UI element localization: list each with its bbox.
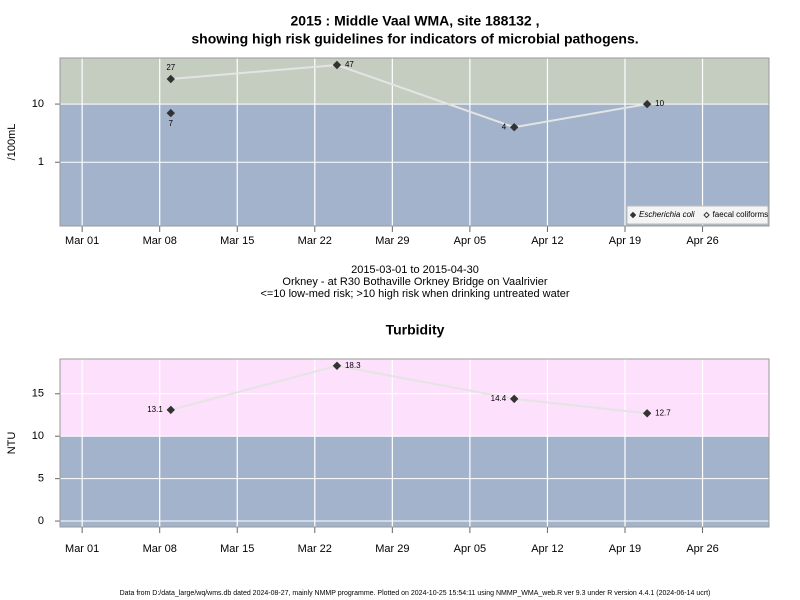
x-tick-label: Apr 26 [686,543,718,555]
x-tick-label: Mar 01 [65,543,99,555]
y-tick-label: 10 [32,430,44,442]
x-tick-label: Mar 08 [143,235,177,247]
data-label: 18.3 [345,361,361,370]
data-point [332,361,342,370]
y-tick-label: 10 [32,98,44,110]
footer: Data from D:/data_large/wq/wms.db dated … [120,590,711,597]
y-tick-label: 0 [38,515,44,527]
chart-title: Turbidity [386,322,445,338]
data-label: 47 [345,60,354,69]
data-point [166,405,175,415]
caption: 2015-03-01 to 2015-04-30 [351,264,479,276]
x-tick-label: Mar 15 [220,235,254,247]
zone-below [60,436,769,527]
zone-above [60,58,769,105]
x-tick-label: Mar 01 [65,235,99,247]
x-tick-label: Apr 26 [686,235,718,247]
x-tick-label: Mar 22 [298,235,332,247]
data-point [509,394,519,404]
x-tick-label: Apr 19 [609,543,641,555]
x-tick-label: Apr 05 [454,543,486,555]
caption: <=10 low-med risk; >10 high risk when dr… [260,288,569,300]
data-point [509,123,519,132]
data-label: 12.7 [655,408,671,417]
x-tick-label: Mar 29 [375,235,409,247]
x-tick-label: Mar 15 [220,543,254,555]
y-tick-label: 5 [38,473,44,485]
legend-marker [703,211,710,219]
series-line [170,364,648,415]
x-tick-label: Apr 12 [531,235,563,247]
data-point [642,409,652,418]
chart-subtitle: showing high risk guidelines for indicat… [191,31,638,47]
series-line [170,63,648,129]
data-label: 13.1 [147,405,163,414]
x-tick-label: Apr 05 [454,235,486,247]
data-label: 4 [502,122,507,131]
zone-above [60,359,769,437]
data-label: 7 [169,119,174,128]
data-point [642,99,652,109]
x-tick-label: Mar 22 [298,543,332,555]
x-tick-label: Apr 12 [531,543,563,555]
legend-box [626,205,769,225]
legend-label: Escherichia coli [639,210,695,219]
legend-marker [629,211,637,219]
x-tick-label: Apr 19 [609,235,641,247]
data-label: 27 [166,63,175,72]
legend-label: faecal coliforms [713,210,769,219]
y-axis-label: /100mL [6,124,18,161]
data-point [332,60,342,70]
data-point [166,108,175,118]
data-label: 10 [655,99,664,108]
chart-title: 2015 : Middle Vaal WMA, site 188132 , [291,13,540,29]
x-tick-label: Mar 29 [375,543,409,555]
plot-border [59,358,770,528]
caption: Orkney - at R30 Bothaville Orkney Bridge… [282,276,547,288]
y-axis-label: NTU [6,432,18,455]
x-tick-label: Mar 08 [143,543,177,555]
y-tick-label: 15 [32,388,44,400]
data-point [166,74,175,84]
plot-border [59,57,770,227]
data-label: 14.4 [491,394,507,403]
y-tick-label: 1 [38,156,44,168]
